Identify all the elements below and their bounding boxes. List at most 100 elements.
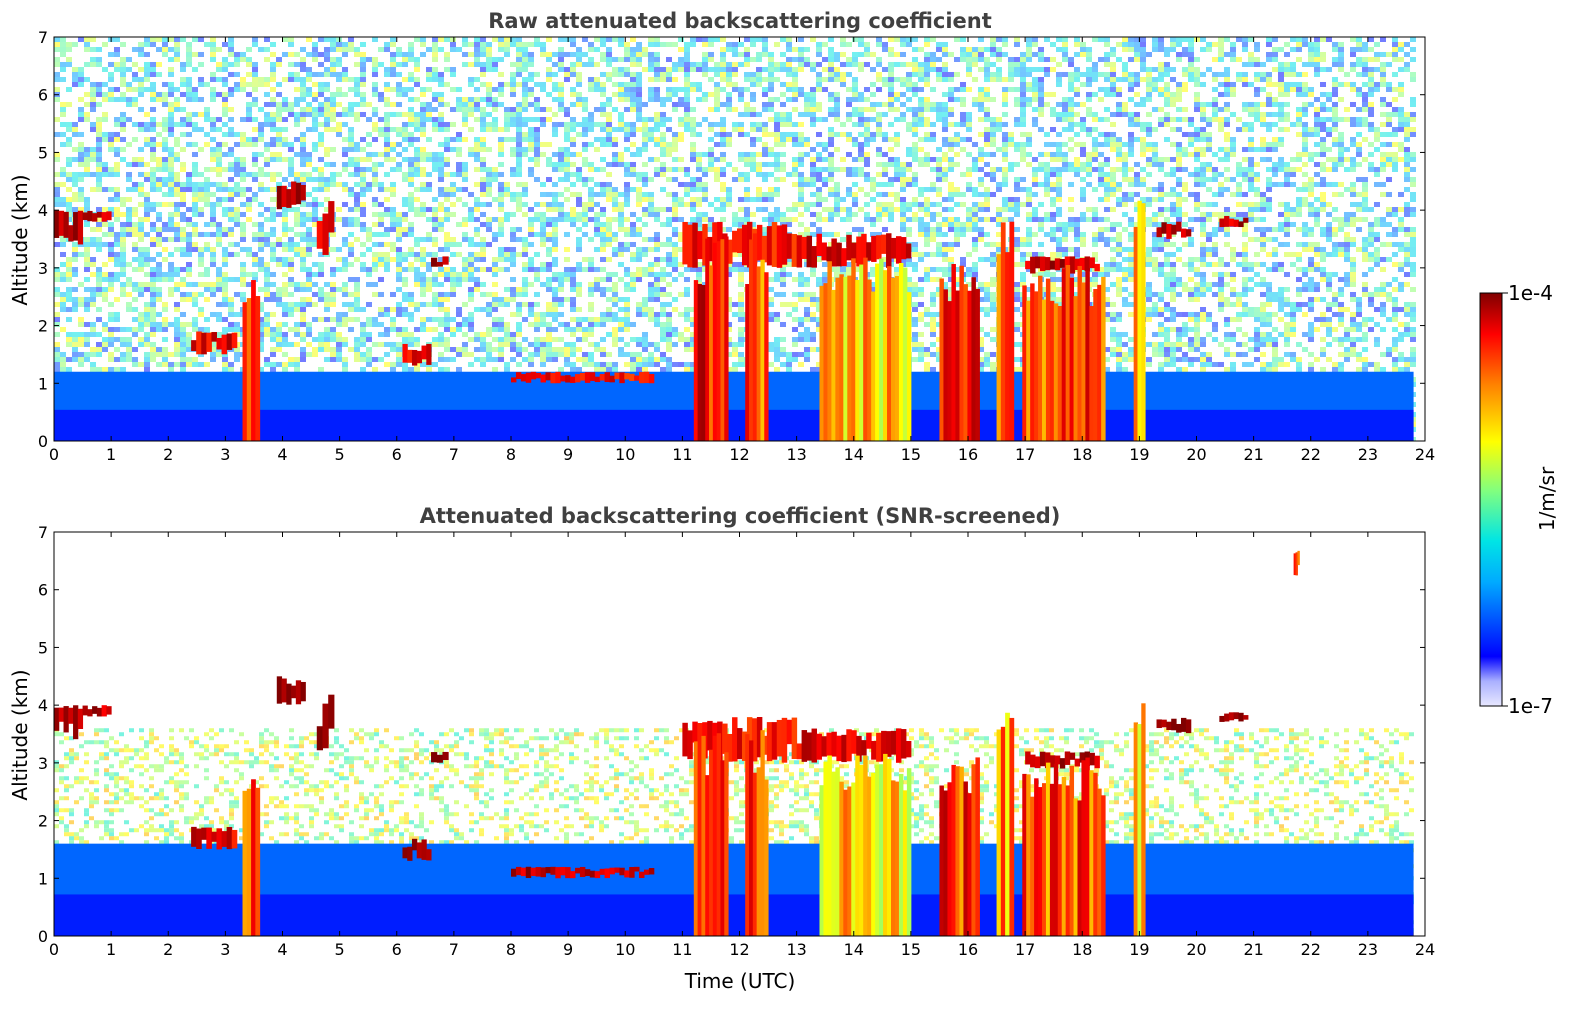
y-tick-label: 4 bbox=[38, 696, 48, 715]
x-tick-label: 13 bbox=[786, 940, 806, 959]
plot-area-raw: 0 1 2 3 4 5 6 7 8 9 10 11 12 13 14 15 16 17 18 19 20 21 22 23 24… bbox=[38, 28, 1435, 464]
cloud-layer bbox=[402, 343, 432, 366]
cloud-layer bbox=[1025, 256, 1100, 274]
plot-area-screened: 0 1 2 3 4 5 6 7 8 9 10 11 12 13 14 15 16 17 18 19 20 21 22 23 24… bbox=[38, 523, 1435, 959]
x-tick-label: 15 bbox=[901, 445, 921, 464]
cloud-layer bbox=[276, 181, 306, 210]
precipitation-shaft bbox=[996, 712, 1015, 936]
x-tick-label: 5 bbox=[335, 445, 345, 464]
precipitation-shaft bbox=[819, 257, 912, 441]
y-tick-label: 2 bbox=[38, 317, 48, 336]
panel-screened: Attenuated backscattering coefficient (S… bbox=[8, 504, 1435, 993]
colorbar-gradient bbox=[1479, 292, 1503, 707]
x-axis-label: Time (UTC) bbox=[684, 969, 796, 993]
cloud-layer bbox=[1156, 221, 1192, 239]
x-tick-label: 21 bbox=[1243, 445, 1263, 464]
chart-title-screened: Attenuated backscattering coefficient (S… bbox=[420, 504, 1061, 528]
cloud-layer bbox=[82, 705, 112, 717]
y-tick-label: 6 bbox=[38, 86, 48, 105]
x-tick-label: 22 bbox=[1301, 940, 1321, 959]
x-tick-label: 17 bbox=[1015, 445, 1035, 464]
cloud-layer bbox=[1219, 215, 1249, 228]
x-tick-label: 12 bbox=[729, 940, 749, 959]
cloud-layer bbox=[276, 676, 306, 705]
y-tick-label: 2 bbox=[38, 812, 48, 831]
cloud-layer bbox=[316, 201, 335, 255]
y-tick-label: 7 bbox=[38, 28, 48, 47]
precipitation-shaft bbox=[1022, 265, 1106, 441]
y-tick-label: 0 bbox=[38, 927, 48, 946]
x-tick-label: 8 bbox=[506, 940, 516, 959]
x-axis: 0 1 2 3 4 5 6 7 8 9 10 11 12 13 14 15 16 17 18 19 20 21 22 23 24 bbox=[49, 532, 1435, 959]
x-tick-label: 1 bbox=[106, 445, 116, 464]
y-tick-label: 6 bbox=[38, 581, 48, 600]
precipitation-shaft bbox=[819, 753, 912, 936]
panel-raw: Raw attenuated backscattering coefficien… bbox=[8, 9, 1435, 464]
cloud-layer bbox=[54, 210, 84, 245]
chart-title-raw: Raw attenuated backscattering coefficien… bbox=[488, 9, 992, 33]
colorbar-label: 1/m/sr bbox=[1535, 466, 1559, 531]
y-axis: 0 1 2 3 4 5 6 7 bbox=[38, 28, 1425, 451]
x-tick-label: 3 bbox=[220, 940, 230, 959]
x-tick-label: 21 bbox=[1243, 940, 1263, 959]
x-tick-label: 19 bbox=[1129, 445, 1149, 464]
y-tick-label: 1 bbox=[38, 869, 48, 888]
y-tick-label: 3 bbox=[38, 754, 48, 773]
x-tick-label: 11 bbox=[672, 445, 692, 464]
x-tick-label: 2 bbox=[163, 940, 173, 959]
cloud-layer bbox=[316, 694, 335, 751]
precipitation-shaft bbox=[693, 236, 729, 441]
x-tick-label: 7 bbox=[449, 940, 459, 959]
y-axis-label-raw: Altitude (km) bbox=[8, 174, 32, 305]
x-tick-label: 4 bbox=[277, 940, 287, 959]
x-tick-label: 14 bbox=[844, 940, 864, 959]
precipitation-shaft bbox=[745, 233, 769, 441]
y-tick-label: 4 bbox=[38, 201, 48, 220]
x-tick-label: 1 bbox=[106, 940, 116, 959]
x-tick-label: 18 bbox=[1072, 940, 1092, 959]
x-tick-label: 17 bbox=[1015, 940, 1035, 959]
y-tick-label: 5 bbox=[38, 638, 48, 657]
precipitation-shaft bbox=[1022, 757, 1106, 936]
x-tick-label: 24 bbox=[1415, 940, 1435, 959]
precipitation-shaft bbox=[996, 221, 1015, 441]
precipitation-shaft bbox=[939, 757, 980, 936]
precipitation-shaft bbox=[242, 779, 261, 936]
cloud-layer bbox=[796, 728, 912, 763]
precipitation-shaft bbox=[242, 280, 261, 441]
x-tick-label: 8 bbox=[506, 445, 516, 464]
y-tick-label: 7 bbox=[38, 523, 48, 542]
x-tick-label: 20 bbox=[1186, 940, 1206, 959]
x-tick-label: 5 bbox=[335, 940, 345, 959]
x-tick-label: 16 bbox=[958, 940, 978, 959]
x-tick-label: 19 bbox=[1129, 940, 1149, 959]
cloud-layer bbox=[54, 705, 84, 740]
x-tick-label: 15 bbox=[901, 940, 921, 959]
x-tick-label: 20 bbox=[1186, 445, 1206, 464]
x-axis: 0 1 2 3 4 5 6 7 8 9 10 11 12 13 14 15 16 17 18 19 20 21 22 23 24 bbox=[49, 37, 1435, 464]
colorbar: 1e-4 1e-7 1/m/sr bbox=[1479, 281, 1559, 718]
precipitation-shaft bbox=[1133, 200, 1146, 441]
cloud-layer bbox=[431, 256, 449, 267]
x-tick-label: 22 bbox=[1301, 445, 1321, 464]
x-tick-label: 16 bbox=[958, 445, 978, 464]
y-tick-label: 0 bbox=[38, 432, 48, 451]
y-tick-label: 5 bbox=[38, 143, 48, 162]
x-tick-label: 3 bbox=[220, 445, 230, 464]
x-tick-label: 9 bbox=[563, 445, 573, 464]
x-tick-label: 14 bbox=[844, 445, 864, 464]
x-tick-label: 10 bbox=[615, 445, 635, 464]
x-tick-label: 2 bbox=[163, 445, 173, 464]
y-axis: 0 1 2 3 4 5 6 7 bbox=[38, 523, 1425, 946]
cloud-layer bbox=[402, 838, 432, 861]
x-tick-label: 0 bbox=[49, 940, 59, 959]
cloud-layer bbox=[511, 371, 655, 384]
cloud-layer bbox=[1293, 550, 1300, 576]
x-tick-label: 23 bbox=[1358, 940, 1378, 959]
precipitation-shaft bbox=[745, 730, 769, 936]
cloud-layer bbox=[191, 826, 238, 850]
x-tick-label: 6 bbox=[392, 445, 402, 464]
features bbox=[54, 181, 1414, 441]
x-tick-label: 0 bbox=[49, 445, 59, 464]
cloud-layer bbox=[511, 866, 655, 879]
